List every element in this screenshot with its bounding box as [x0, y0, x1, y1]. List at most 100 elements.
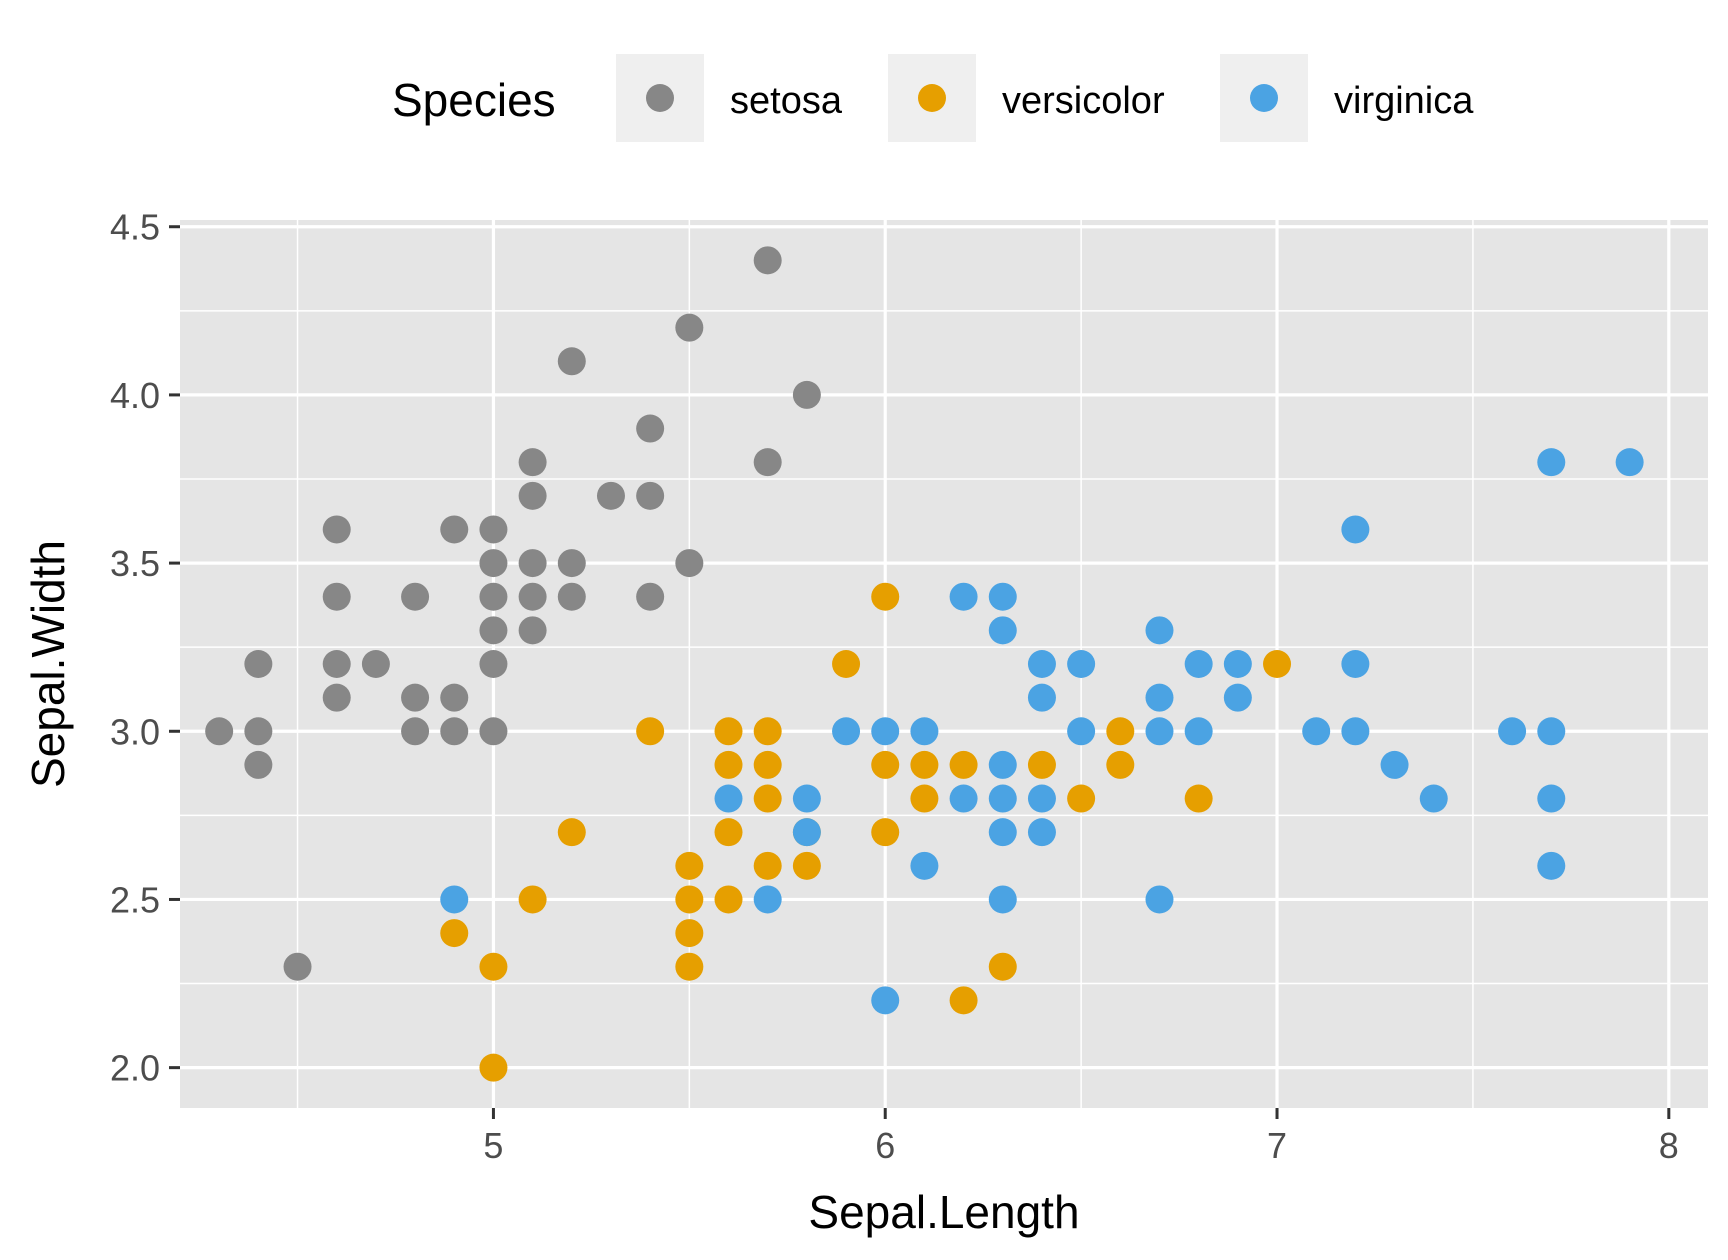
data-point-virginica	[1341, 515, 1370, 544]
data-point-virginica	[910, 851, 939, 880]
data-point-virginica	[1184, 717, 1213, 746]
grid-minor	[180, 220, 1708, 1108]
data-point-setosa	[557, 582, 586, 611]
data-point-versicolor	[479, 1053, 508, 1082]
data-point-virginica	[910, 717, 939, 746]
data-point-versicolor	[714, 885, 743, 914]
data-point-setosa	[322, 683, 351, 712]
data-point-versicolor	[949, 750, 978, 779]
data-point-setosa	[322, 582, 351, 611]
data-point-setosa	[518, 481, 547, 510]
data-point-virginica	[1223, 683, 1252, 712]
data-point-versicolor	[1184, 784, 1213, 813]
data-point-versicolor	[440, 919, 469, 948]
data-point-setosa	[518, 448, 547, 477]
data-point-virginica	[1615, 448, 1644, 477]
data-point-setosa	[479, 549, 508, 578]
data-point-setosa	[479, 717, 508, 746]
data-point-virginica	[1302, 717, 1331, 746]
data-point-versicolor	[714, 818, 743, 847]
data-point-versicolor	[1263, 650, 1292, 678]
data-point-versicolor	[832, 650, 861, 678]
data-point-setosa	[518, 616, 547, 645]
data-point-virginica	[832, 717, 861, 746]
y-axis-title: Sepal.Width	[22, 540, 74, 788]
data-point-setosa	[557, 347, 586, 376]
data-point-virginica	[988, 616, 1017, 645]
data-point-virginica	[1341, 717, 1370, 746]
data-point-setosa	[322, 515, 351, 544]
data-point-versicolor	[479, 952, 508, 981]
data-point-virginica	[1341, 650, 1370, 678]
data-point-setosa	[361, 650, 390, 678]
data-point-versicolor	[675, 851, 704, 880]
data-point-setosa	[244, 650, 273, 678]
data-point-versicolor	[949, 986, 978, 1015]
y-tick-label: 4.0	[110, 375, 160, 416]
data-point-virginica	[792, 818, 821, 847]
data-point-setosa	[440, 515, 469, 544]
data-point-versicolor	[714, 750, 743, 779]
data-point-versicolor	[988, 952, 1017, 981]
data-point-setosa	[596, 481, 625, 510]
grid-major	[180, 220, 1708, 1108]
data-point-virginica	[1027, 650, 1056, 678]
data-point-virginica	[1145, 717, 1174, 746]
data-points	[205, 246, 1644, 1082]
data-point-versicolor	[675, 885, 704, 914]
data-point-setosa	[440, 683, 469, 712]
data-point-setosa	[283, 952, 312, 981]
data-point-virginica	[949, 582, 978, 611]
data-point-versicolor	[753, 750, 782, 779]
data-point-virginica	[1027, 818, 1056, 847]
data-point-virginica	[753, 885, 782, 914]
legend-title: Species	[392, 74, 556, 126]
data-point-setosa	[518, 549, 547, 578]
data-point-versicolor	[871, 750, 900, 779]
y-tick-label: 2.0	[110, 1048, 160, 1089]
data-point-virginica	[1537, 717, 1566, 746]
x-tick-label: 6	[875, 1125, 895, 1166]
data-point-setosa	[753, 246, 782, 275]
data-point-versicolor	[1106, 750, 1135, 779]
data-point-virginica	[1537, 448, 1566, 477]
data-point-virginica	[1184, 650, 1213, 678]
data-point-setosa	[479, 582, 508, 611]
data-point-virginica	[714, 784, 743, 813]
y-axis: 2.0 2.5 3.0 3.5 4.0 4.5	[110, 207, 180, 1089]
data-point-virginica	[1145, 616, 1174, 645]
data-point-versicolor	[871, 818, 900, 847]
data-point-setosa	[322, 650, 351, 678]
data-point-setosa	[401, 683, 430, 712]
y-tick-label: 3.5	[110, 543, 160, 584]
data-point-versicolor	[714, 717, 743, 746]
x-tick-label: 5	[483, 1125, 503, 1166]
data-point-setosa	[753, 448, 782, 477]
data-point-setosa	[244, 717, 273, 746]
data-point-virginica	[1380, 750, 1409, 779]
data-point-setosa	[792, 380, 821, 409]
data-point-setosa	[636, 481, 665, 510]
data-point-setosa	[440, 717, 469, 746]
data-point-virginica	[1067, 650, 1096, 678]
data-point-versicolor	[871, 582, 900, 611]
plot-panel	[180, 220, 1708, 1108]
data-point-setosa	[401, 582, 430, 611]
data-point-setosa	[479, 650, 508, 678]
data-point-virginica	[871, 717, 900, 746]
x-axis-title: Sepal.Length	[808, 1186, 1079, 1238]
y-tick-label: 2.5	[110, 879, 160, 920]
data-point-versicolor	[557, 818, 586, 847]
data-point-setosa	[244, 750, 273, 779]
data-point-virginica	[1145, 885, 1174, 914]
data-point-setosa	[675, 549, 704, 578]
data-point-setosa	[479, 515, 508, 544]
data-point-virginica	[1498, 717, 1527, 746]
data-point-virginica	[949, 784, 978, 813]
legend-marker-virginica	[1250, 84, 1278, 112]
data-point-virginica	[792, 784, 821, 813]
data-point-versicolor	[753, 851, 782, 880]
data-point-virginica	[1419, 784, 1448, 813]
legend-marker-versicolor	[918, 84, 946, 112]
